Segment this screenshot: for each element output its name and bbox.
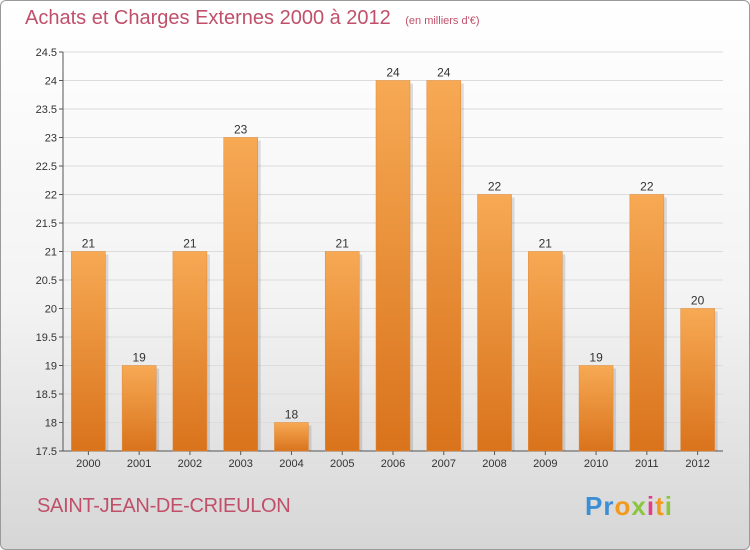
data-label-2005: 21 xyxy=(336,237,350,251)
bar-2009[interactable] xyxy=(528,251,563,452)
title-row: Achats et Charges Externes 2000 à 2012 (… xyxy=(25,7,479,30)
x-tick-label: 2010 xyxy=(584,458,608,470)
y-tick-label: 21 xyxy=(45,247,57,259)
data-label-2012: 20 xyxy=(691,294,705,308)
chart-title: Achats et Charges Externes 2000 à 2012 xyxy=(25,7,391,29)
place-name: SAINT-JEAN-DE-CRIEULON xyxy=(37,495,291,517)
y-tick-label: 17.5 xyxy=(36,446,57,458)
x-tick-label: 2005 xyxy=(330,458,354,470)
y-tick-label: 24 xyxy=(45,76,57,88)
bar-2000[interactable] xyxy=(71,251,106,452)
bar-2006[interactable] xyxy=(375,80,411,452)
y-tick-label: 20 xyxy=(45,304,57,316)
y-tick-label: 24.5 xyxy=(36,47,57,59)
bar-2004[interactable] xyxy=(274,422,309,452)
bar-2007[interactable] xyxy=(426,80,462,452)
y-tick-label: 20.5 xyxy=(36,275,57,287)
labels: 17.5 18 18.5 19 19.5 20 20.5 21 21.5 22 22.5 23 23.5… xyxy=(36,47,710,470)
y-tick-label: 18.5 xyxy=(36,389,57,401)
data-label-2004: 18 xyxy=(285,408,299,422)
bar-2012[interactable] xyxy=(680,308,715,452)
y-tick-label: 22.5 xyxy=(36,161,57,173)
bar-2002[interactable] xyxy=(172,251,208,452)
y-tick-label: 21.5 xyxy=(36,218,57,230)
bar-2008[interactable] xyxy=(477,194,512,452)
data-label-2001: 19 xyxy=(132,351,146,365)
chart-subtitle: (en milliers d'€) xyxy=(405,15,480,27)
data-label-2000: 21 xyxy=(82,237,96,251)
x-tick-label: 2004 xyxy=(279,458,303,470)
y-tick-label: 22 xyxy=(45,190,57,202)
data-label-2002: 21 xyxy=(183,237,197,251)
data-label-2007: 24 xyxy=(437,66,451,80)
x-tick-label: 2011 xyxy=(635,458,659,470)
brand-logo[interactable]: Proxiti xyxy=(585,491,673,521)
bar-2003[interactable] xyxy=(223,137,258,452)
data-label-2003: 23 xyxy=(234,123,248,137)
x-tick-label: 2012 xyxy=(685,458,709,470)
y-tick-label: 19 xyxy=(45,361,57,373)
data-label-2006: 24 xyxy=(386,66,400,80)
x-tick-label: 2006 xyxy=(381,458,405,470)
y-tick-label: 18 xyxy=(45,418,57,430)
bar-2001[interactable] xyxy=(121,365,157,452)
data-label-2010: 19 xyxy=(589,351,603,365)
x-tick-label: 2003 xyxy=(228,458,252,470)
x-tick-label: 2008 xyxy=(482,458,506,470)
x-tick-label: 2000 xyxy=(76,458,100,470)
x-tick-label: 2007 xyxy=(432,458,456,470)
y-tick-label: 19.5 xyxy=(36,332,57,344)
bars xyxy=(71,80,718,452)
y-tick-label: 23 xyxy=(45,133,57,145)
y-tick-label: 23.5 xyxy=(36,104,57,116)
bar-2010[interactable] xyxy=(578,365,614,452)
bar-2005[interactable] xyxy=(324,251,360,452)
x-tick-label: 2002 xyxy=(178,458,202,470)
data-label-2009: 21 xyxy=(539,237,553,251)
bar-2011[interactable] xyxy=(629,194,665,452)
x-tick-label: 2009 xyxy=(533,458,557,470)
x-tick-label: 2001 xyxy=(127,458,151,470)
data-label-2011: 22 xyxy=(640,180,654,194)
data-label-2008: 22 xyxy=(488,180,502,194)
